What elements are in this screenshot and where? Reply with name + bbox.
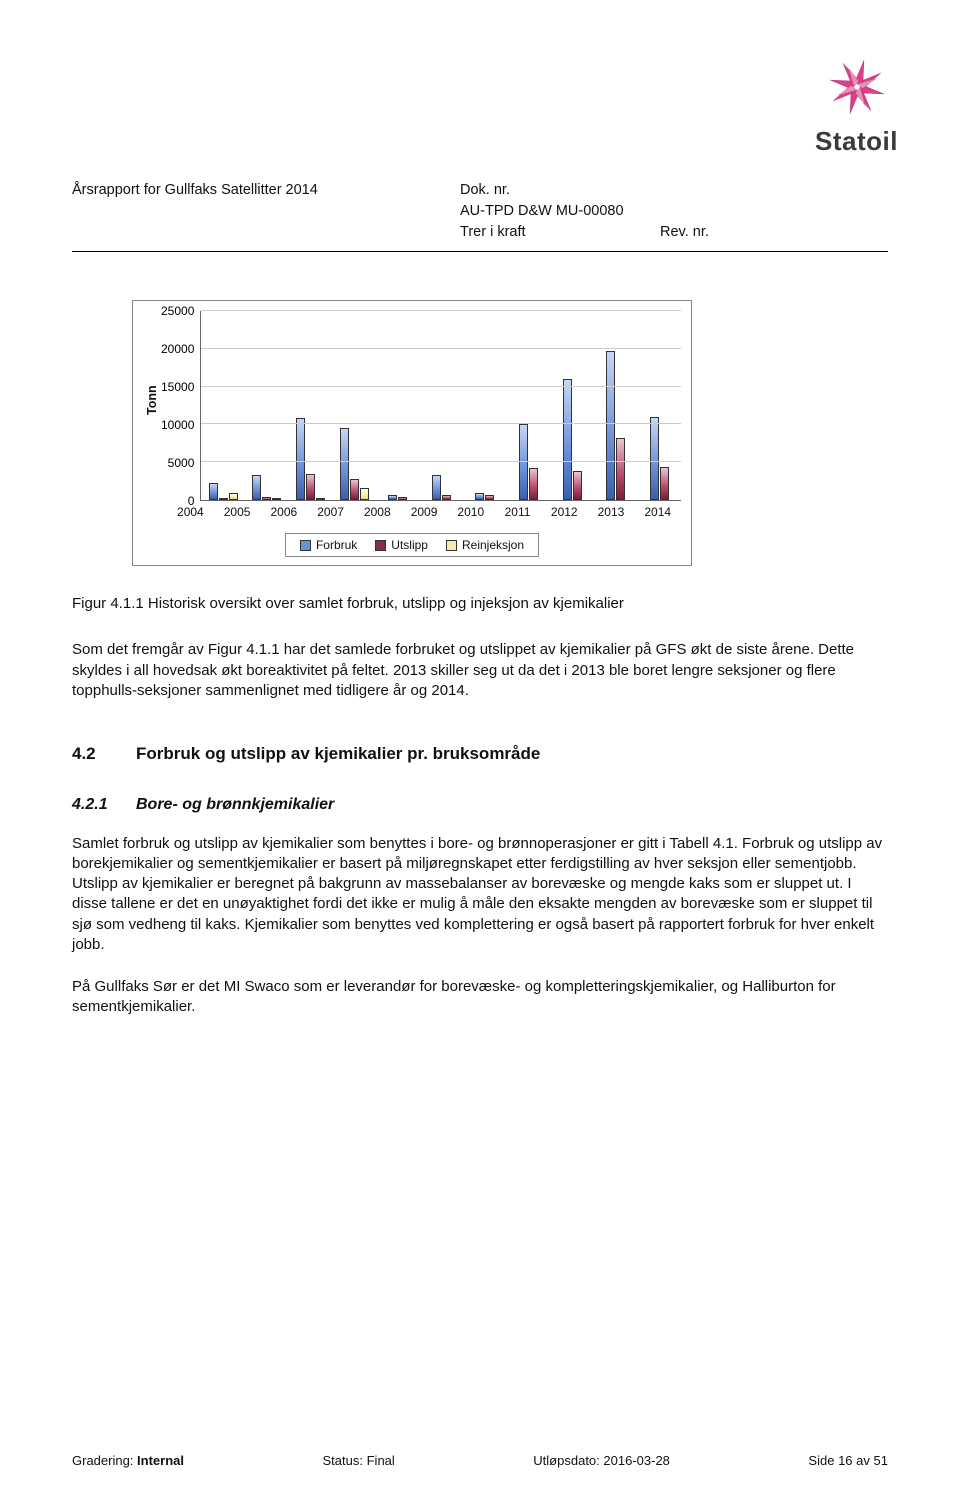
y-axis-label-wrap: Tonn — [143, 311, 161, 501]
page-footer: Gradering: Internal Status: Final Utløps… — [72, 1453, 888, 1468]
section-heading: 4.2 Forbruk og utslipp av kjemikalier pr… — [72, 743, 888, 766]
bar — [388, 495, 397, 500]
chart-legend: Forbruk Utslipp Reinjeksjon — [285, 533, 539, 557]
logo-star-icon — [822, 52, 892, 122]
chart-box: Tonn 2500020000150001000050000 200420052… — [132, 300, 692, 566]
paragraph-3: På Gullfaks Sør er det MI Swaco som er l… — [72, 977, 888, 1018]
y-axis: 2500020000150001000050000 — [161, 311, 200, 501]
x-tick: 2010 — [447, 501, 494, 519]
bar — [650, 417, 659, 500]
y-axis-label: Tonn — [145, 397, 159, 415]
x-tick: 2009 — [401, 501, 448, 519]
bar — [606, 351, 615, 500]
subsection-title: Bore- og brønnkjemikalier — [136, 794, 334, 816]
chart-plot — [200, 311, 681, 501]
bar — [272, 498, 281, 500]
bar — [660, 467, 669, 500]
section-number: 4.2 — [72, 743, 136, 766]
bar — [360, 488, 369, 500]
bar — [573, 471, 582, 500]
section-title: Forbruk og utslipp av kjemikalier pr. br… — [136, 743, 540, 766]
bar-group — [550, 311, 594, 500]
bar — [209, 483, 218, 500]
bar — [398, 497, 407, 500]
bar — [475, 493, 484, 500]
bar-group — [245, 311, 289, 500]
grid-line — [201, 348, 681, 349]
report-title: Årsrapport for Gullfaks Satellitter 2014 — [72, 180, 460, 201]
x-tick: 2006 — [260, 501, 307, 519]
bar-group — [507, 311, 551, 500]
legend-item: Utslipp — [375, 538, 428, 552]
bar-group — [376, 311, 420, 500]
legend-swatch-icon — [446, 540, 457, 551]
x-tick: 2005 — [214, 501, 261, 519]
footer-page: Side 16 av 51 — [808, 1453, 888, 1468]
logo-text: Statoil — [815, 126, 898, 157]
bar — [252, 475, 261, 500]
bar — [432, 475, 441, 500]
x-tick: 2011 — [494, 501, 541, 519]
bar-group — [463, 311, 507, 500]
doknr-label: Dok. nr. — [460, 180, 660, 201]
bar — [563, 379, 572, 500]
bar — [350, 479, 359, 500]
trer-label: Trer i kraft — [460, 222, 660, 243]
grid-line — [201, 461, 681, 462]
chart-bars — [201, 311, 681, 500]
legend-swatch-icon — [375, 540, 386, 551]
bar-group — [419, 311, 463, 500]
subsection-heading: 4.2.1 Bore- og brønnkjemikalier — [72, 794, 888, 816]
document-metadata: Årsrapport for Gullfaks Satellitter 2014… — [72, 180, 888, 252]
header-divider — [72, 251, 888, 252]
bar — [306, 474, 315, 500]
x-tick: 2008 — [354, 501, 401, 519]
grid-line — [201, 423, 681, 424]
x-tick: 2004 — [167, 501, 214, 519]
bar-group — [637, 311, 681, 500]
x-tick: 2014 — [634, 501, 681, 519]
footer-expiry: Utløpsdato: 2016-03-28 — [533, 1453, 670, 1468]
paragraph-2: Samlet forbruk og utslipp av kjemikalier… — [72, 834, 888, 956]
paragraph-1: Som det fremgår av Figur 4.1.1 har det s… — [72, 640, 888, 701]
doknr-value: AU-TPD D&W MU-00080 — [460, 201, 660, 222]
grid-line — [201, 386, 681, 387]
legend-item: Forbruk — [300, 538, 357, 552]
bar — [262, 497, 271, 500]
grid-line — [201, 310, 681, 311]
figure-caption: Figur 4.1.1 Historisk oversikt over saml… — [72, 594, 888, 614]
bar — [316, 498, 325, 500]
bar — [616, 438, 625, 500]
rev-label: Rev. nr. — [660, 222, 760, 243]
subsection-number: 4.2.1 — [72, 794, 136, 816]
bar — [485, 495, 494, 500]
bar-group — [332, 311, 376, 500]
x-tick: 2012 — [541, 501, 588, 519]
page-header: Statoil Årsrapport for Gullfaks Satellit… — [72, 40, 888, 240]
legend-label: Reinjeksjon — [462, 538, 524, 552]
bar — [296, 418, 305, 500]
footer-status: Status: Final — [323, 1453, 395, 1468]
x-tick: 2013 — [588, 501, 635, 519]
x-tick: 2007 — [307, 501, 354, 519]
bar-group — [594, 311, 638, 500]
legend-item: Reinjeksjon — [446, 538, 524, 552]
legend-label: Utslipp — [391, 538, 428, 552]
chart-container: Tonn 2500020000150001000050000 200420052… — [132, 300, 692, 566]
footer-grading: Gradering: Internal — [72, 1453, 184, 1468]
bar — [229, 493, 238, 500]
x-axis-labels: 2004200520062007200820092010201120122013… — [167, 501, 681, 519]
bar-group — [201, 311, 245, 500]
legend-swatch-icon — [300, 540, 311, 551]
bar — [219, 498, 228, 500]
bar-group — [289, 311, 333, 500]
bar — [529, 468, 538, 500]
legend-label: Forbruk — [316, 538, 357, 552]
bar — [340, 428, 349, 500]
bar — [442, 495, 451, 500]
body-text: Figur 4.1.1 Historisk oversikt over saml… — [72, 594, 888, 1018]
company-logo: Statoil — [815, 52, 898, 157]
